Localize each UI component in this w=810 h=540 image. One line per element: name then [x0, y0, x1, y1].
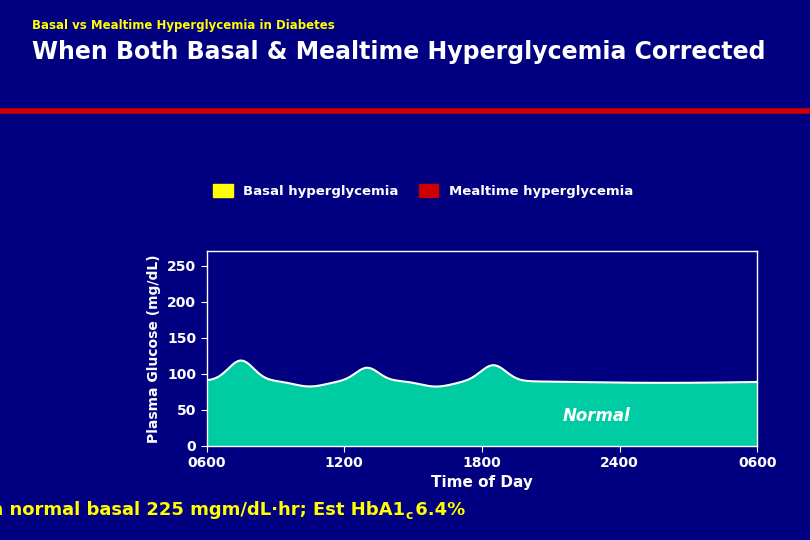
- Text: Basal vs Mealtime Hyperglycemia in Diabetes: Basal vs Mealtime Hyperglycemia in Diabe…: [32, 19, 335, 32]
- Text: Normal: Normal: [563, 407, 631, 426]
- Text: Δ AUC from normal basal 225 mgm/dL·hr; Est HbA1: Δ AUC from normal basal 225 mgm/dL·hr; E…: [0, 501, 405, 519]
- Legend: Basal hyperglycemia, Mealtime hyperglycemia: Basal hyperglycemia, Mealtime hyperglyce…: [213, 184, 633, 198]
- Text: When Both Basal & Mealtime Hyperglycemia Corrected: When Both Basal & Mealtime Hyperglycemia…: [32, 40, 766, 64]
- Y-axis label: Plasma Glucose (mg/dL): Plasma Glucose (mg/dL): [147, 254, 161, 443]
- Text: c: c: [405, 509, 412, 522]
- X-axis label: Time of Day: Time of Day: [431, 476, 533, 490]
- Text: 6.4%: 6.4%: [409, 501, 465, 519]
